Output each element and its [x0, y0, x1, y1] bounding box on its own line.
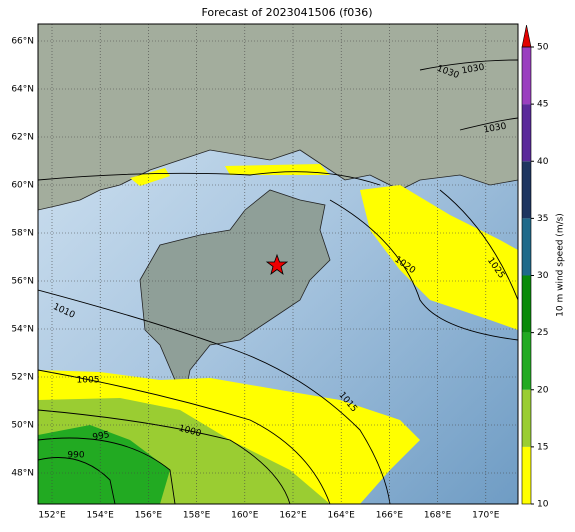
lon-label: 162°E [279, 511, 307, 521]
lat-label: 56°N [11, 277, 34, 287]
lon-label: 170°E [472, 511, 500, 521]
isobar-label: 995 [92, 430, 111, 443]
wind-zone [130, 164, 330, 186]
colorbar-bin [522, 104, 531, 162]
lon-label: 154°E [87, 511, 115, 521]
isobars [38, 59, 518, 504]
colorbar-tick-label: 15 [537, 442, 548, 452]
colorbar-extend [521, 24, 532, 48]
isobar-label: 1005 [77, 376, 100, 386]
lat-label: 66°N [11, 37, 34, 47]
isobar-label: 1030 [461, 63, 486, 77]
lat-label: 48°N [11, 469, 34, 479]
lat-label: 60°N [11, 181, 34, 191]
kamchatka [139, 189, 331, 397]
lat-label: 50°N [11, 421, 34, 431]
location-star [265, 253, 289, 276]
title: Forecast of 2023041506 (f036) [201, 6, 372, 19]
colorbar-label: 10 m wind speed (m/s) [556, 213, 566, 317]
colorbar-tick-label: 25 [537, 328, 548, 338]
lon-label: 156°E [135, 511, 163, 521]
colorbar: 10 15 20 25 30 35 40 45 50 [521, 24, 549, 510]
isobar-label: 990 [67, 451, 84, 461]
colorbar-tick-label: 30 [537, 271, 549, 281]
wind-zone [38, 425, 170, 504]
colorbar-tick-label: 45 [537, 100, 548, 110]
colorbar-bin [522, 161, 531, 219]
colorbar-bin [522, 275, 531, 333]
colorbar-tick-label: 20 [537, 385, 549, 395]
lat-label: 52°N [11, 373, 34, 383]
lon-label: 166°E [376, 511, 404, 521]
graticule [38, 24, 518, 504]
lon-label: 168°E [424, 511, 452, 521]
lon-label: 164°E [328, 511, 356, 521]
colorbar-tick-label: 35 [537, 214, 548, 224]
lon-label: 152°E [38, 511, 66, 521]
isobar-label: 1030 [483, 122, 508, 136]
colorbar-tick-label: 50 [537, 43, 549, 53]
lon-label: 158°E [183, 511, 211, 521]
colorbar-bin [522, 218, 531, 276]
lat-label: 62°N [11, 133, 34, 143]
colorbar-tick-label: 40 [537, 157, 549, 167]
lat-label: 58°N [11, 229, 34, 239]
colorbar-bin [522, 389, 531, 447]
colorbar-bin [522, 332, 531, 390]
colorbar-bin [522, 446, 531, 504]
map-frame [37, 23, 519, 505]
colorbar-tick-label: 10 [537, 500, 549, 510]
mainland [38, 24, 518, 211]
lat-label: 54°N [11, 325, 34, 335]
wind-zone [360, 185, 518, 330]
map [38, 24, 518, 504]
lon-label: 160°E [231, 511, 259, 521]
colorbar-bin [522, 47, 531, 105]
lat-label: 64°N [11, 85, 34, 95]
